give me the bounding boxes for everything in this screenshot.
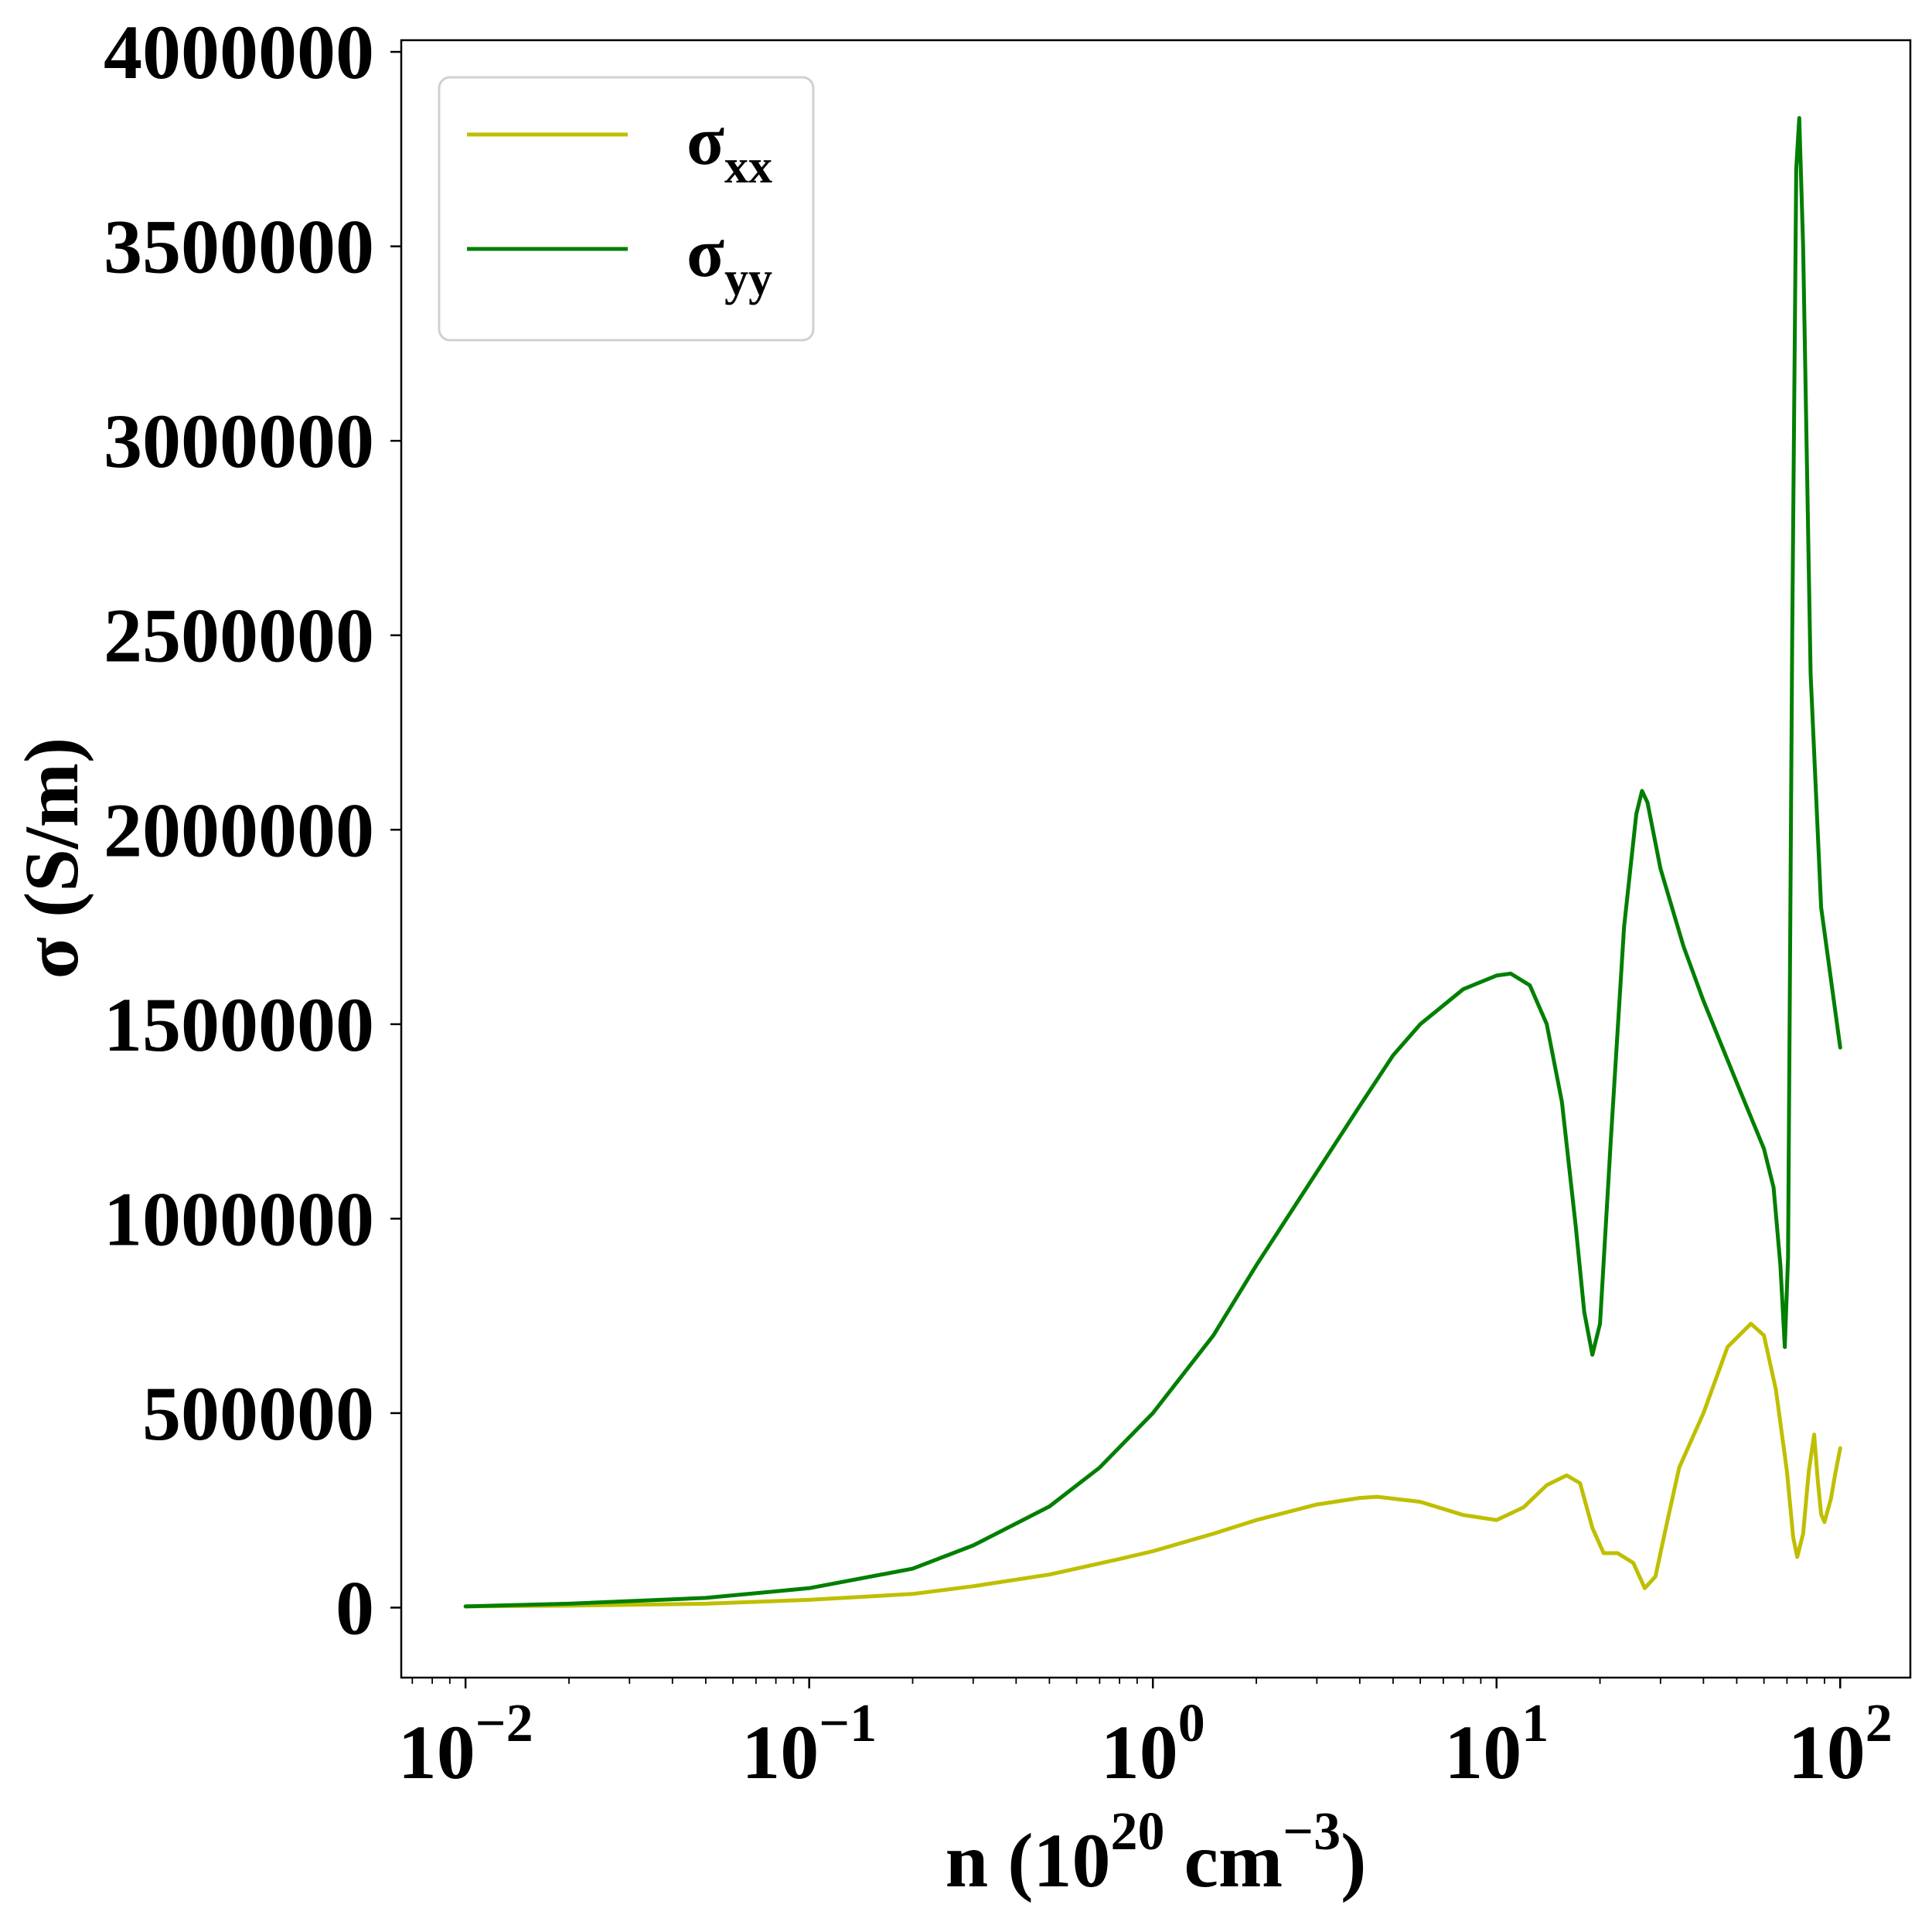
- x-tick-label-exponent: 0: [1178, 1694, 1205, 1753]
- x-axis-label-exp1: 20: [1111, 1802, 1165, 1862]
- x-tick-label-base: 10: [1444, 1709, 1521, 1795]
- legend-label-sigma-yy: σyy: [687, 215, 772, 305]
- series-layer: [463, 116, 1842, 1609]
- x-tick-label: 100: [1101, 1694, 1205, 1795]
- x-axis-label-base: n (10: [946, 1818, 1111, 1903]
- y-tick-label: 1000000: [104, 1176, 374, 1262]
- x-axis-label-exp2: −3: [1283, 1802, 1341, 1862]
- legend-label-sigma-yy-subscript: yy: [724, 253, 772, 305]
- x-tick-label: 10−1: [741, 1694, 877, 1795]
- x-axis-label: n (1020 cm−3): [946, 1802, 1367, 1903]
- x-axis-label-end: ): [1341, 1818, 1366, 1903]
- x-tick-label-exponent: 2: [1866, 1694, 1893, 1753]
- x-axis-label-mid: cm: [1165, 1818, 1283, 1903]
- legend-label-sigma-xx: σxx: [687, 103, 772, 193]
- x-tick-label: 101: [1444, 1694, 1549, 1795]
- x-tick-label-exponent: −1: [819, 1694, 877, 1753]
- legend-label-sigma-yy-symbol: σ: [687, 215, 724, 291]
- x-tick-label: 10−2: [398, 1694, 533, 1795]
- x-tick-label-base: 10: [741, 1709, 819, 1795]
- legend: σxx σyy: [438, 76, 815, 342]
- y-tick-label: 500000: [142, 1371, 374, 1457]
- x-tick-label-exponent: −2: [475, 1694, 533, 1753]
- series-line-sigma-yy: [463, 116, 1842, 1609]
- y-axis-label: σ (S/m): [9, 738, 94, 980]
- series-line-sigma-xx: [463, 1321, 1842, 1609]
- plot-frame: [400, 39, 1912, 1679]
- x-tick-label-base: 10: [1101, 1709, 1178, 1795]
- y-tick-label: 2500000: [104, 593, 374, 679]
- x-axis-ticks: 10−2 10−1 100 101 102: [398, 1678, 1893, 1795]
- x-tick-label-base: 10: [1788, 1709, 1866, 1795]
- legend-label-sigma-xx-subscript: xx: [724, 141, 772, 193]
- legend-box: [438, 76, 815, 342]
- y-tick-label: 2000000: [104, 787, 374, 873]
- y-tick-label: 1500000: [104, 982, 374, 1068]
- y-axis-ticks: 0 500000 1000000 1500000 2000000 2500000 30000…: [104, 9, 401, 1651]
- y-tick-label: 3500000: [104, 204, 374, 290]
- x-tick-label-base: 10: [398, 1709, 475, 1795]
- y-tick-label: 3000000: [104, 398, 374, 484]
- y-tick-label: 4000000: [104, 9, 374, 95]
- y-tick-label: 0: [336, 1565, 374, 1651]
- x-tick-label-exponent: 1: [1521, 1694, 1549, 1753]
- x-tick-label: 102: [1788, 1694, 1893, 1795]
- legend-label-sigma-xx-symbol: σ: [687, 103, 724, 179]
